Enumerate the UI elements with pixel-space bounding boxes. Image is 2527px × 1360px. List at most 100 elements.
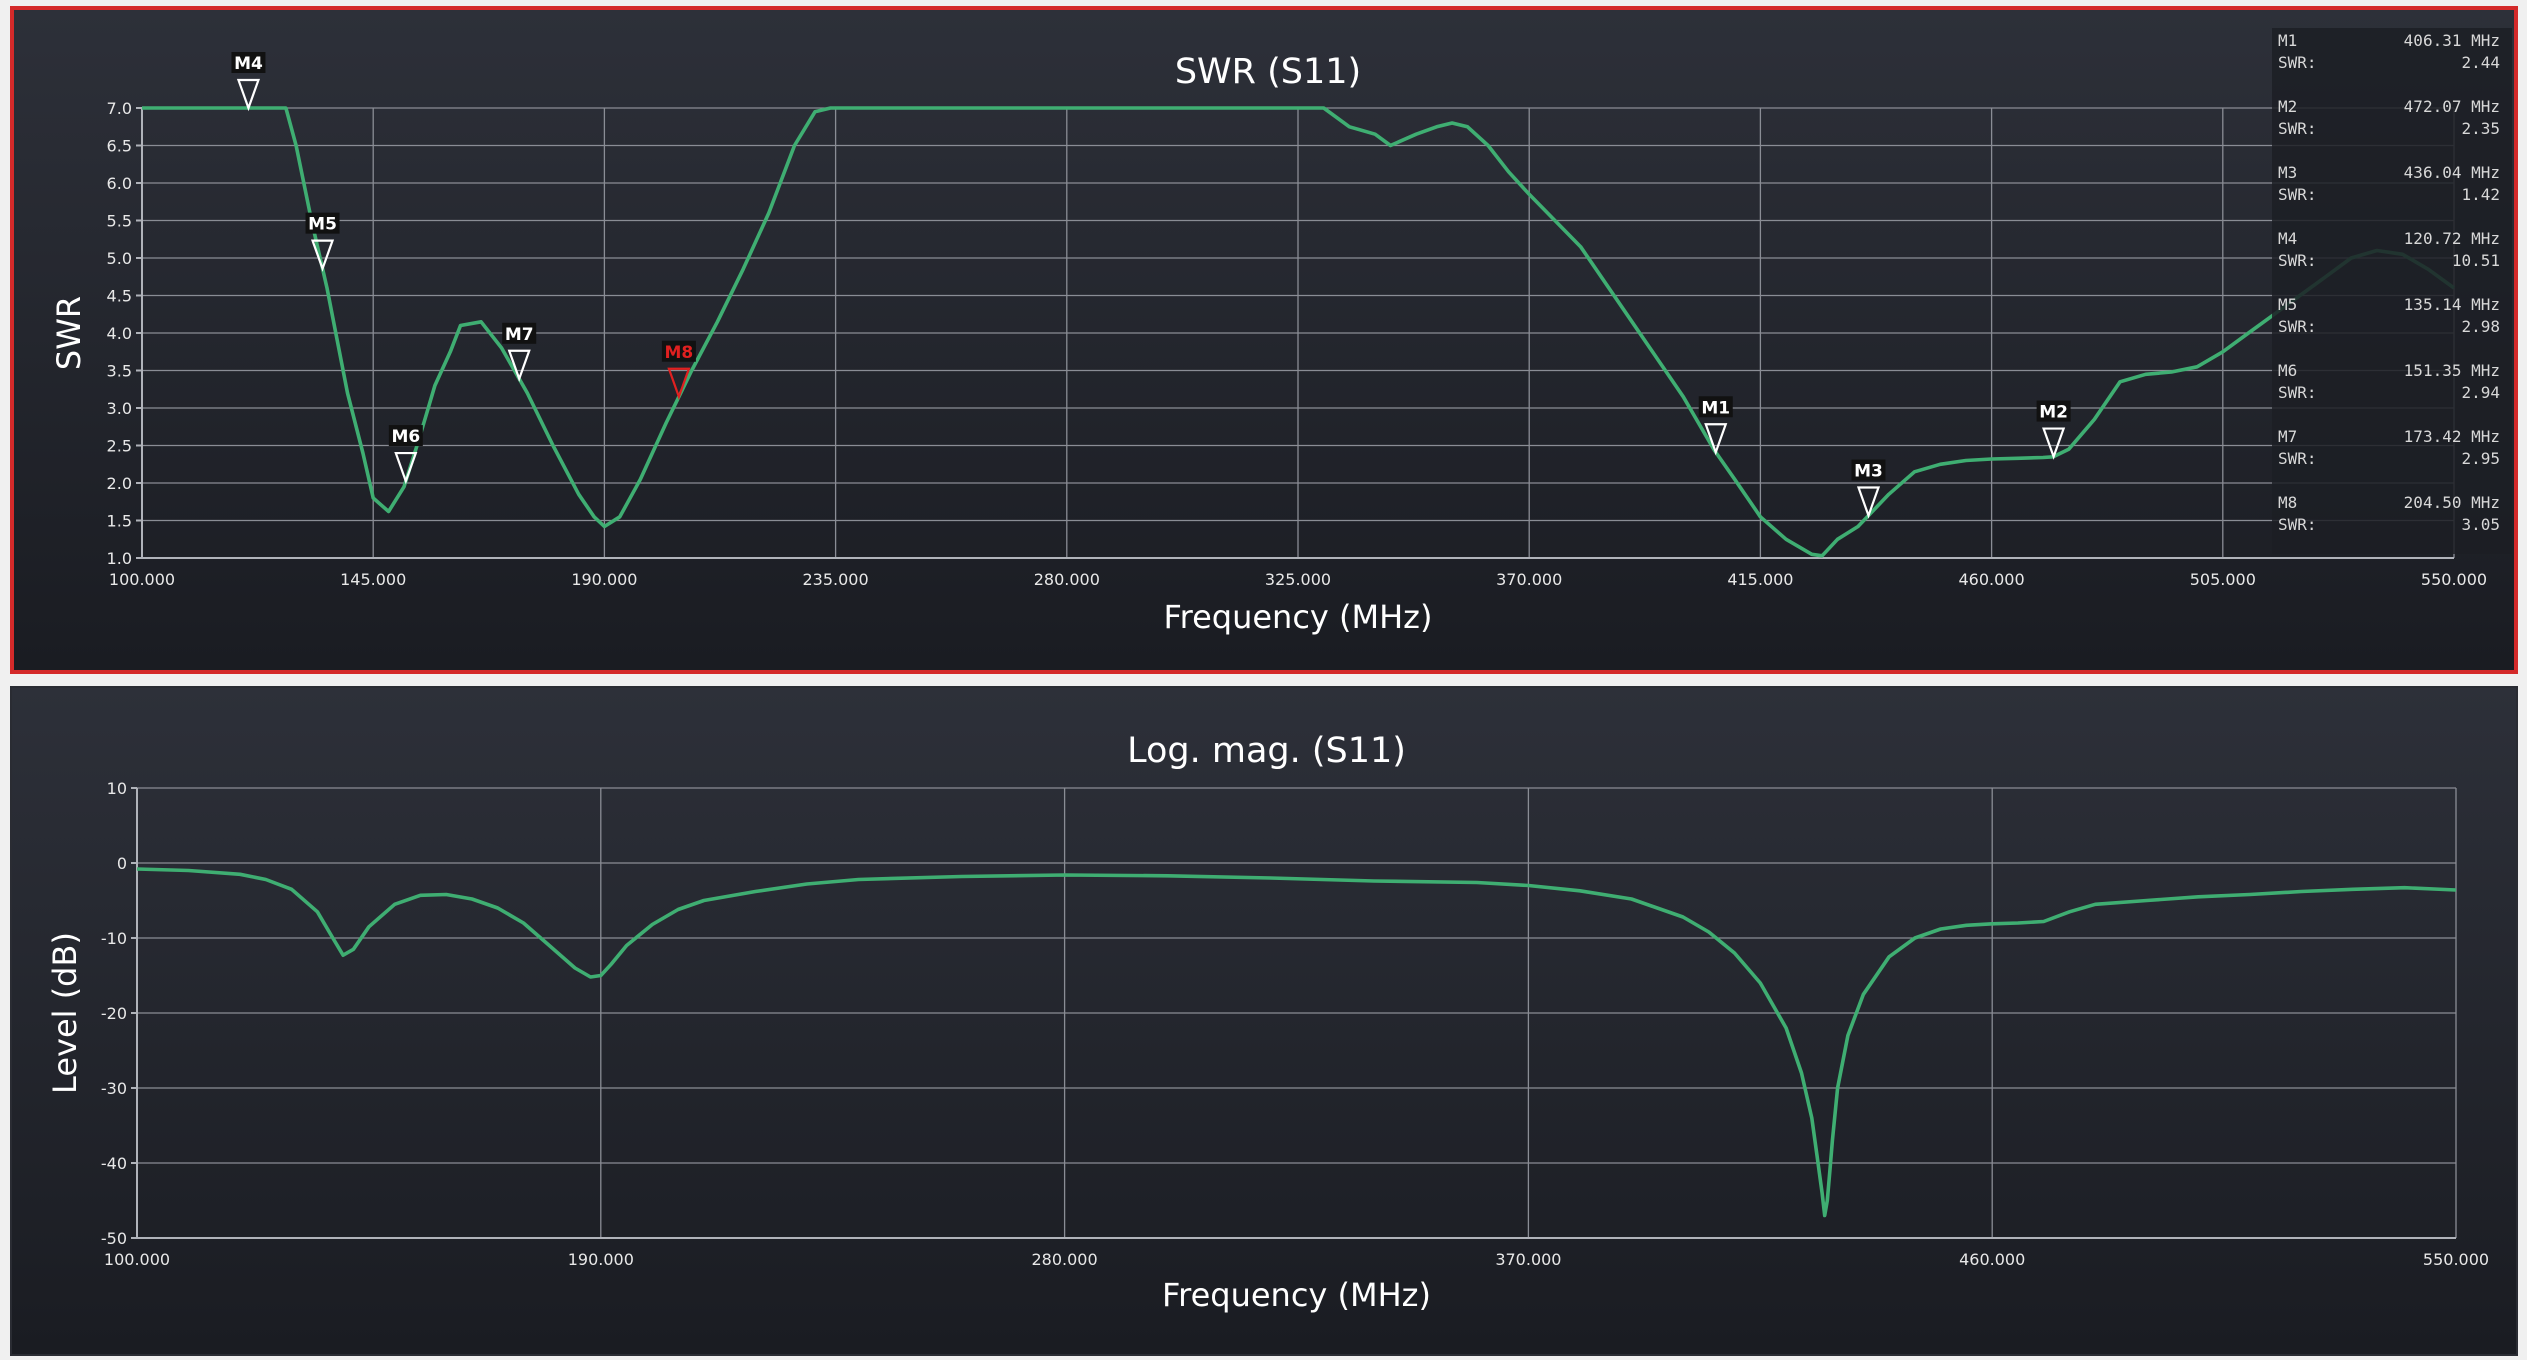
readout-swr-key: SWR: xyxy=(2278,317,2317,336)
readout-swr-key: SWR: xyxy=(2278,515,2317,534)
x-tick-label: 460.000 xyxy=(1959,570,2025,589)
readout-swr-key: SWR: xyxy=(2278,383,2317,402)
x-tick-label: 190.000 xyxy=(568,1250,634,1269)
marker-triangle xyxy=(310,239,335,272)
y-tick-label: -40 xyxy=(101,1154,127,1173)
readout-marker-label: M4 xyxy=(2278,229,2297,248)
marker-label: M4 xyxy=(234,54,263,74)
marker-label-bg xyxy=(661,340,696,362)
marker-label-bg xyxy=(231,52,266,73)
y-axis-label: Level (dB) xyxy=(46,932,84,1094)
readout-marker-label: M3 xyxy=(2278,163,2297,182)
x-tick-label: 505.000 xyxy=(2190,570,2256,589)
x-tick-label: 415.000 xyxy=(1727,570,1793,589)
readout-swr-value: 2.44 xyxy=(2461,53,2500,72)
y-tick-label: 0 xyxy=(117,854,127,873)
readout-frequency: 173.42 MHz xyxy=(2404,427,2500,446)
x-tick-label: 280.000 xyxy=(1034,570,1100,589)
y-tick-label: 6.0 xyxy=(107,174,132,193)
logmag-chart-panel[interactable]: 100.000 190.000 280.000 370.000 460.000 550.0… xyxy=(10,686,2518,1356)
y-tick-label: 3.5 xyxy=(107,362,132,381)
marker-label: M7 xyxy=(505,325,534,345)
y-tick-label: 5.0 xyxy=(107,249,132,268)
readout-swr-key: SWR: xyxy=(2278,449,2317,468)
marker-label-bg xyxy=(1698,396,1733,418)
readout-swr-value: 10.51 xyxy=(2452,251,2500,270)
readout-swr-key: SWR: xyxy=(2278,119,2317,138)
readout-swr-value: 2.35 xyxy=(2461,119,2500,138)
x-tick-label: 100.000 xyxy=(104,1250,170,1269)
marker-label: M5 xyxy=(308,215,337,235)
readout-marker-label: M5 xyxy=(2278,295,2297,314)
readout-swr-value: 1.42 xyxy=(2461,185,2500,204)
y-tick-label: 4.0 xyxy=(107,324,132,343)
readout-swr-value: 2.94 xyxy=(2461,383,2500,402)
x-tick-label: 370.000 xyxy=(1495,1250,1561,1269)
chart-title: SWR (S11) xyxy=(1175,52,1361,92)
x-tick-label: 235.000 xyxy=(803,570,869,589)
y-axis-label: SWR xyxy=(50,296,88,370)
marker-triangle xyxy=(2042,427,2066,460)
marker-label-bg xyxy=(388,425,423,447)
swr-chart-panel[interactable]: 100.000 145.000 190.000 235.000 280.000 325.0… xyxy=(10,6,2518,674)
y-tick-label: 1.5 xyxy=(107,512,132,531)
readout-swr-value: 2.98 xyxy=(2461,317,2500,336)
readout-frequency: 135.14 MHz xyxy=(2404,295,2500,314)
y-tick-label: 10 xyxy=(107,779,127,798)
readout-swr-value: 3.05 xyxy=(2461,515,2500,534)
readout-frequency: 472.07 MHz xyxy=(2404,97,2500,116)
readout-marker-label: M8 xyxy=(2278,493,2297,512)
readout-marker-label: M6 xyxy=(2278,361,2297,380)
y-tick-label: -30 xyxy=(101,1079,127,1098)
readout-swr-key: SWR: xyxy=(2278,185,2317,204)
trace-line xyxy=(136,867,2457,1218)
y-tick-label: -20 xyxy=(101,1004,127,1023)
x-tick-label: 145.000 xyxy=(340,570,406,589)
chart-title: Log. mag. (S11) xyxy=(1127,731,1406,771)
x-axis-label: Frequency (MHz) xyxy=(1164,598,1433,636)
x-tick-label: 550.000 xyxy=(2423,1250,2489,1269)
y-tick-label: 5.5 xyxy=(107,212,132,231)
readout-swr-value: 2.95 xyxy=(2461,449,2500,468)
readout-frequency: 406.31 MHz xyxy=(2404,31,2500,50)
logmag-chart[interactable]: 100.000 190.000 280.000 370.000 460.000 550.0… xyxy=(12,688,2516,1354)
marker-triangle xyxy=(236,78,261,112)
readout-marker-label: M2 xyxy=(2278,97,2297,116)
x-axis-label: Frequency (MHz) xyxy=(1162,1276,1431,1314)
marker-triangle xyxy=(394,451,418,485)
y-tick-label: 6.5 xyxy=(107,137,132,156)
marker-label: M6 xyxy=(391,427,420,447)
y-tick-label: 2.5 xyxy=(107,437,132,456)
readout-frequency: 436.04 MHz xyxy=(2404,163,2500,182)
marker-readout-panel xyxy=(2272,28,2512,554)
x-tick-label: 460.000 xyxy=(1959,1250,2025,1269)
readout-frequency: 204.50 MHz xyxy=(2404,493,2500,512)
readout-marker-label: M7 xyxy=(2278,427,2297,446)
x-tick-label: 190.000 xyxy=(571,570,637,589)
marker-label: M8 xyxy=(665,343,694,363)
marker-label-bg xyxy=(2036,400,2071,422)
swr-chart[interactable]: 100.000 145.000 190.000 235.000 280.000 325.0… xyxy=(14,10,2514,670)
marker-label: M1 xyxy=(1701,398,1730,418)
y-tick-label: 3.0 xyxy=(107,399,132,418)
marker-label-bg xyxy=(305,212,340,234)
readout-frequency: 120.72 MHz xyxy=(2404,229,2500,248)
x-tick-label: 100.000 xyxy=(109,570,175,589)
marker-triangle xyxy=(1856,486,1881,519)
readout-frequency: 151.35 MHz xyxy=(2404,361,2500,380)
x-tick-label: 280.000 xyxy=(1032,1250,1098,1269)
readout-swr-key: SWR: xyxy=(2278,251,2317,270)
marker-label-bg xyxy=(502,322,537,344)
x-tick-label: 370.000 xyxy=(1496,570,1562,589)
y-tick-label: 1.0 xyxy=(107,549,132,568)
marker-label: M2 xyxy=(2039,403,2068,423)
y-tick-label: 4.5 xyxy=(107,287,132,306)
marker-triangle xyxy=(667,367,691,401)
marker-triangle xyxy=(507,349,531,383)
readout-marker-label: M1 xyxy=(2278,31,2297,50)
x-tick-label: 550.000 xyxy=(2421,570,2487,589)
x-tick-label: 325.000 xyxy=(1265,570,1331,589)
readout-swr-key: SWR: xyxy=(2278,53,2317,72)
marker-label-bg xyxy=(1851,459,1886,481)
y-tick-label: 2.0 xyxy=(107,474,132,493)
